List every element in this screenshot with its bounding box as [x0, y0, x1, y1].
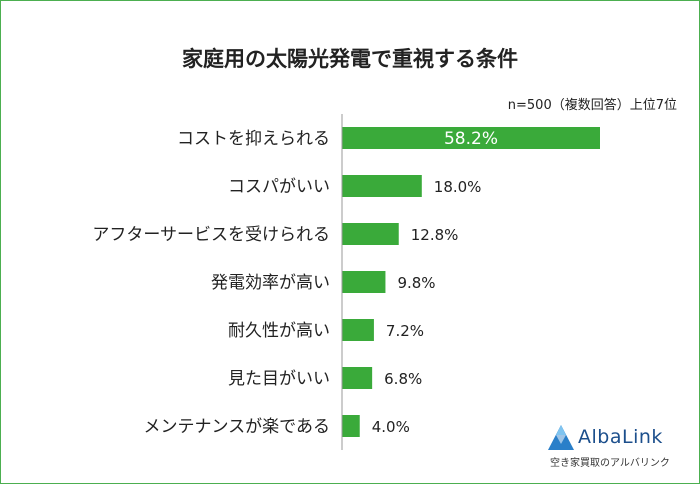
category-label: アフターサービスを受けられる — [92, 225, 330, 245]
value-label: 6.8% — [384, 370, 422, 388]
bar — [342, 367, 373, 389]
category-label: コスパがいい — [228, 177, 330, 197]
value-label: 58.2% — [444, 129, 498, 149]
bar — [342, 415, 360, 437]
bar — [342, 175, 422, 197]
category-label: メンテナンスが楽である — [144, 417, 331, 437]
category-label: 耐久性が高い — [228, 321, 330, 341]
category-label: コストを抑えられる — [177, 129, 330, 149]
value-label: 7.2% — [386, 322, 424, 340]
value-label: 18.0% — [434, 178, 482, 196]
value-label: 12.8% — [411, 226, 459, 244]
bar — [342, 319, 374, 341]
value-label: 4.0% — [372, 418, 410, 436]
sample-note: n=500（複数回答）上位7位 — [507, 98, 677, 113]
chart-title: 家庭用の太陽光発電で重視する条件 — [182, 47, 518, 71]
bar — [342, 127, 600, 149]
value-label: 9.8% — [397, 274, 435, 292]
bar — [342, 223, 399, 245]
category-label: 発電効率が高い — [211, 273, 330, 293]
category-label: 見た目がいい — [228, 369, 330, 389]
bar — [342, 271, 386, 293]
brand-name: AlbaLink — [578, 426, 663, 448]
albalink-logo-icon — [548, 425, 574, 450]
albalink-logo: AlbaLink 空き家買取のアルバリンク — [548, 424, 688, 474]
brand-tagline: 空き家買取のアルバリンク — [550, 458, 670, 469]
